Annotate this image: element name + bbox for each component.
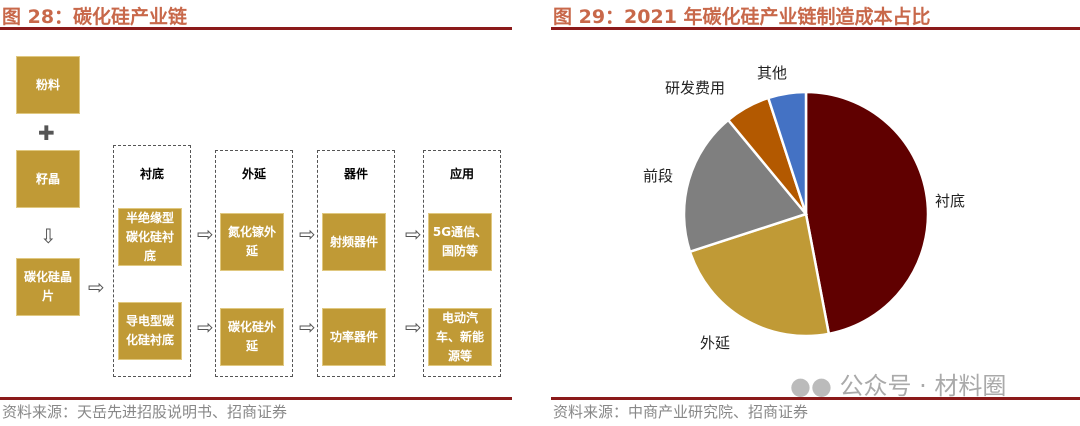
pie-label: 衬底 [935,192,966,210]
stage-item: 功率器件 [322,308,386,366]
pie-slice-外延 [688,212,831,338]
arrow-right-icon: ⇨ [299,222,316,246]
pie-slice-其他 [766,90,808,215]
stage-item: 电动汽车、新能源等 [428,308,492,366]
pie-label: 研发费用 [665,79,726,97]
stage-heading: 应用 [449,167,474,181]
arrow-right-icon: ⇨ [197,315,214,339]
arrow-down-icon: ⇩ [40,224,57,248]
stage-group [317,150,395,377]
raw-box: 粉料 [16,56,80,114]
stage-item: 射频器件 [322,213,386,271]
left-footer-rule [0,397,512,400]
arrow-right-icon: ⇨ [299,315,316,339]
watermark-text: 公众号 · 材料圈 [839,372,1007,400]
stage-group [215,150,293,377]
stage-item: 5G通信、国防等 [428,213,492,271]
pie-label: 其他 [757,64,788,82]
left-title-rule [0,27,512,30]
stage-item: 导电型碳化硅衬底 [118,302,182,360]
stage-heading: 器件 [343,167,368,181]
stage-item: 氮化镓外延 [220,213,284,271]
right-title: 图 29：2021 年碳化硅产业链制造成本占比 [553,6,931,28]
arrow-right-icon: ⇨ [405,315,422,339]
pie-label: 外延 [700,334,731,352]
right-footer-rule [551,397,1080,400]
left-title: 图 28：碳化硅产业链 [2,6,188,28]
stage-item: 半绝缘型碳化硅衬底 [118,208,182,266]
left-source: 资料来源：天岳先进招股说明书、招商证券 [2,403,288,421]
arrow-right-icon: ⇨ [197,222,214,246]
right-source: 资料来源：中商产业研究院、招商证券 [553,403,809,421]
wechat-icon: ●● [790,372,832,400]
raw-box: 碳化硅晶片 [16,258,80,316]
pie-slice-前段 [682,118,809,254]
stage-group [423,150,501,377]
raw-box: 籽晶 [16,150,80,208]
arrow-right-icon: ⇨ [88,275,105,299]
pie-label: 前段 [643,167,674,185]
right-title-rule [551,27,1080,30]
pie-chart [682,90,930,338]
pie-slice-衬底 [804,90,930,336]
plus-icon: ✚ [38,121,55,145]
arrow-right-icon: ⇨ [405,222,422,246]
stage-item: 碳化硅外延 [220,308,284,366]
watermark: ●● 公众号 · 材料圈 [790,366,1006,401]
stage-heading: 外延 [241,167,266,181]
stage-group [113,145,191,377]
stage-heading: 衬底 [139,167,164,181]
